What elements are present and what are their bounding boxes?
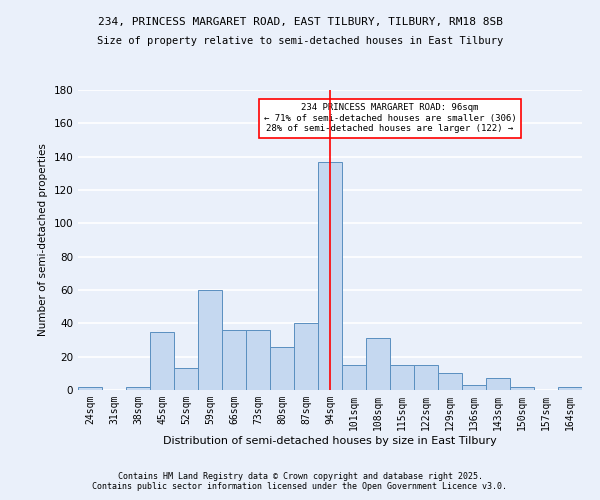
Text: 234 PRINCESS MARGARET ROAD: 96sqm
← 71% of semi-detached houses are smaller (306: 234 PRINCESS MARGARET ROAD: 96sqm ← 71% … bbox=[263, 104, 517, 133]
Bar bbox=[486, 378, 510, 390]
Bar bbox=[318, 162, 342, 390]
Bar bbox=[510, 386, 534, 390]
Bar bbox=[222, 330, 246, 390]
Y-axis label: Number of semi-detached properties: Number of semi-detached properties bbox=[38, 144, 48, 336]
Bar bbox=[462, 385, 486, 390]
Text: Size of property relative to semi-detached houses in East Tilbury: Size of property relative to semi-detach… bbox=[97, 36, 503, 46]
Bar bbox=[558, 386, 582, 390]
Bar bbox=[126, 386, 150, 390]
Bar bbox=[270, 346, 294, 390]
Bar bbox=[414, 365, 438, 390]
Bar bbox=[390, 365, 414, 390]
Bar bbox=[198, 290, 222, 390]
Text: Contains HM Land Registry data © Crown copyright and database right 2025.: Contains HM Land Registry data © Crown c… bbox=[118, 472, 482, 481]
Bar bbox=[366, 338, 390, 390]
Bar bbox=[174, 368, 198, 390]
Text: Contains public sector information licensed under the Open Government Licence v3: Contains public sector information licen… bbox=[92, 482, 508, 491]
Bar bbox=[294, 324, 318, 390]
Bar bbox=[246, 330, 270, 390]
Bar bbox=[342, 365, 366, 390]
X-axis label: Distribution of semi-detached houses by size in East Tilbury: Distribution of semi-detached houses by … bbox=[163, 436, 497, 446]
Bar bbox=[150, 332, 174, 390]
Bar bbox=[78, 386, 102, 390]
Text: 234, PRINCESS MARGARET ROAD, EAST TILBURY, TILBURY, RM18 8SB: 234, PRINCESS MARGARET ROAD, EAST TILBUR… bbox=[97, 18, 503, 28]
Bar bbox=[438, 374, 462, 390]
